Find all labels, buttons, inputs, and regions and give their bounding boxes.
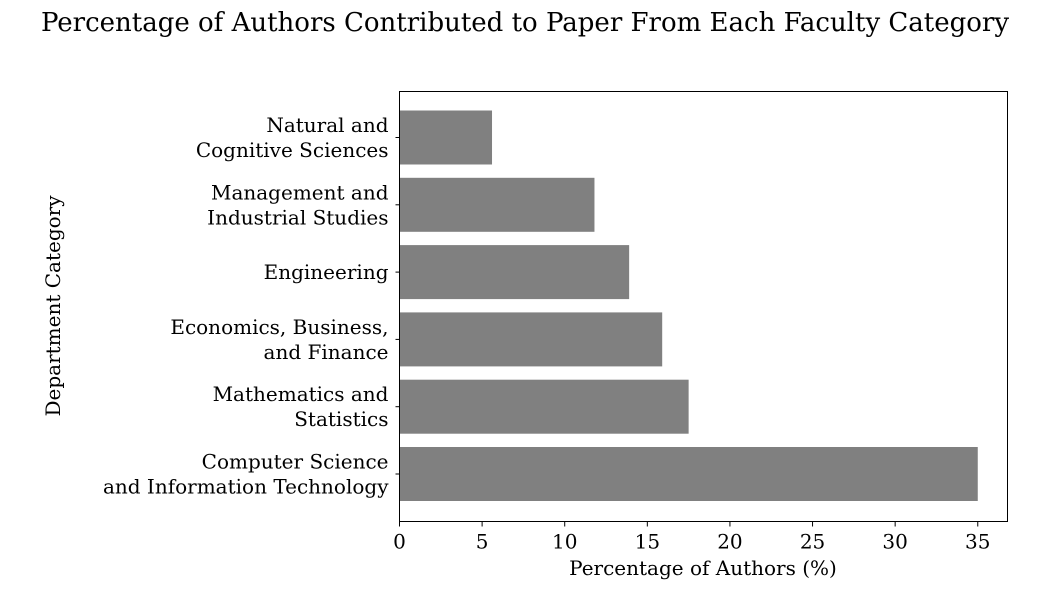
y-tick-label: Economics, Business, and Finance (170, 315, 388, 364)
x-tick-label: 25 (800, 530, 825, 554)
bar (399, 110, 493, 165)
y-axis-label: Department Category (41, 195, 65, 417)
x-tick-label: 15 (635, 530, 660, 554)
x-tick-label: 20 (717, 530, 742, 554)
bar (399, 245, 630, 300)
x-tick-label: 10 (552, 530, 577, 554)
bar (399, 177, 595, 232)
x-tick-label: 5 (476, 530, 489, 554)
bar (399, 312, 663, 367)
x-tick-label: 30 (882, 530, 907, 554)
x-axis-ticks: 0 5 10 15 20 25 30 35 (393, 521, 990, 554)
chart-title: Percentage of Authors Contributed to Pap… (41, 8, 1009, 38)
y-tick-label: Computer Science and Information Technolo… (103, 450, 389, 499)
y-tick-label: Engineering (264, 260, 389, 284)
y-tick-label: Mathematics and Statistics (213, 382, 389, 431)
x-tick-label: 0 (393, 530, 406, 554)
y-tick-label: Management and Industrial Studies (207, 180, 389, 229)
plot-frame (399, 91, 1008, 522)
x-tick-label: 35 (965, 530, 990, 554)
bar (399, 379, 689, 434)
y-axis-ticks: Computer Science and Information Technolo… (103, 113, 400, 499)
y-tick-label: Natural and Cognitive Sciences (196, 113, 389, 162)
x-axis-label: Percentage of Authors (%) (569, 556, 837, 580)
bars-group (399, 110, 978, 501)
bar (399, 447, 978, 501)
